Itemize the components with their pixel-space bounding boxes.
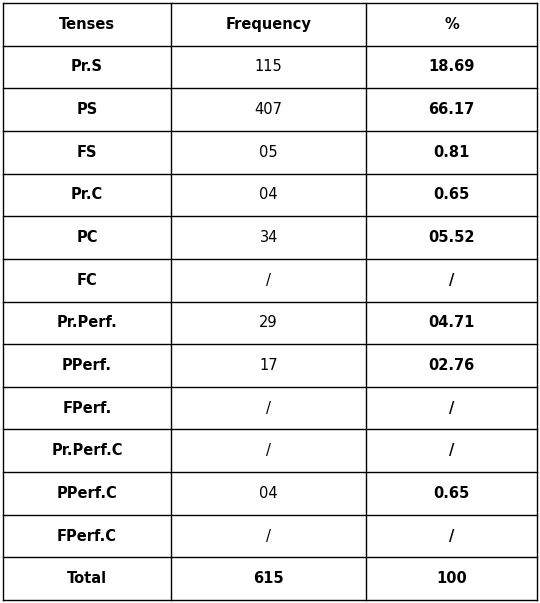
Text: 05: 05	[259, 145, 278, 160]
Text: 0.65: 0.65	[434, 188, 470, 203]
Text: 0.65: 0.65	[434, 486, 470, 501]
Text: 615: 615	[253, 571, 284, 586]
Text: FS: FS	[77, 145, 97, 160]
Text: PC: PC	[76, 230, 98, 245]
Text: 407: 407	[255, 102, 282, 117]
Text: PPerf.C: PPerf.C	[57, 486, 118, 501]
Text: 17: 17	[259, 358, 278, 373]
Text: 04.71: 04.71	[428, 315, 475, 330]
Text: %: %	[444, 17, 459, 32]
Text: Pr.C: Pr.C	[71, 188, 103, 203]
Text: 04: 04	[259, 486, 278, 501]
Text: 29: 29	[259, 315, 278, 330]
Text: /: /	[266, 443, 271, 458]
Text: 115: 115	[255, 60, 282, 74]
Text: 18.69: 18.69	[428, 60, 475, 74]
Text: FC: FC	[77, 273, 98, 288]
Text: Frequency: Frequency	[226, 17, 312, 32]
Text: /: /	[449, 273, 454, 288]
Text: Tenses: Tenses	[59, 17, 115, 32]
Text: 0.81: 0.81	[434, 145, 470, 160]
Text: /: /	[449, 443, 454, 458]
Text: FPerf.: FPerf.	[63, 400, 112, 415]
Text: /: /	[449, 400, 454, 415]
Text: Total: Total	[67, 571, 107, 586]
Text: 04: 04	[259, 188, 278, 203]
Text: /: /	[449, 529, 454, 543]
Text: FPerf.C: FPerf.C	[57, 529, 117, 543]
Text: Pr.S: Pr.S	[71, 60, 103, 74]
Text: PPerf.: PPerf.	[62, 358, 112, 373]
Text: /: /	[266, 400, 271, 415]
Text: Pr.Perf.: Pr.Perf.	[57, 315, 118, 330]
Text: Pr.Perf.C: Pr.Perf.C	[51, 443, 123, 458]
Text: PS: PS	[77, 102, 98, 117]
Text: 34: 34	[260, 230, 278, 245]
Text: /: /	[266, 529, 271, 543]
Text: 66.17: 66.17	[428, 102, 475, 117]
Text: 02.76: 02.76	[428, 358, 475, 373]
Text: 100: 100	[436, 571, 467, 586]
Text: /: /	[266, 273, 271, 288]
Text: 05.52: 05.52	[428, 230, 475, 245]
